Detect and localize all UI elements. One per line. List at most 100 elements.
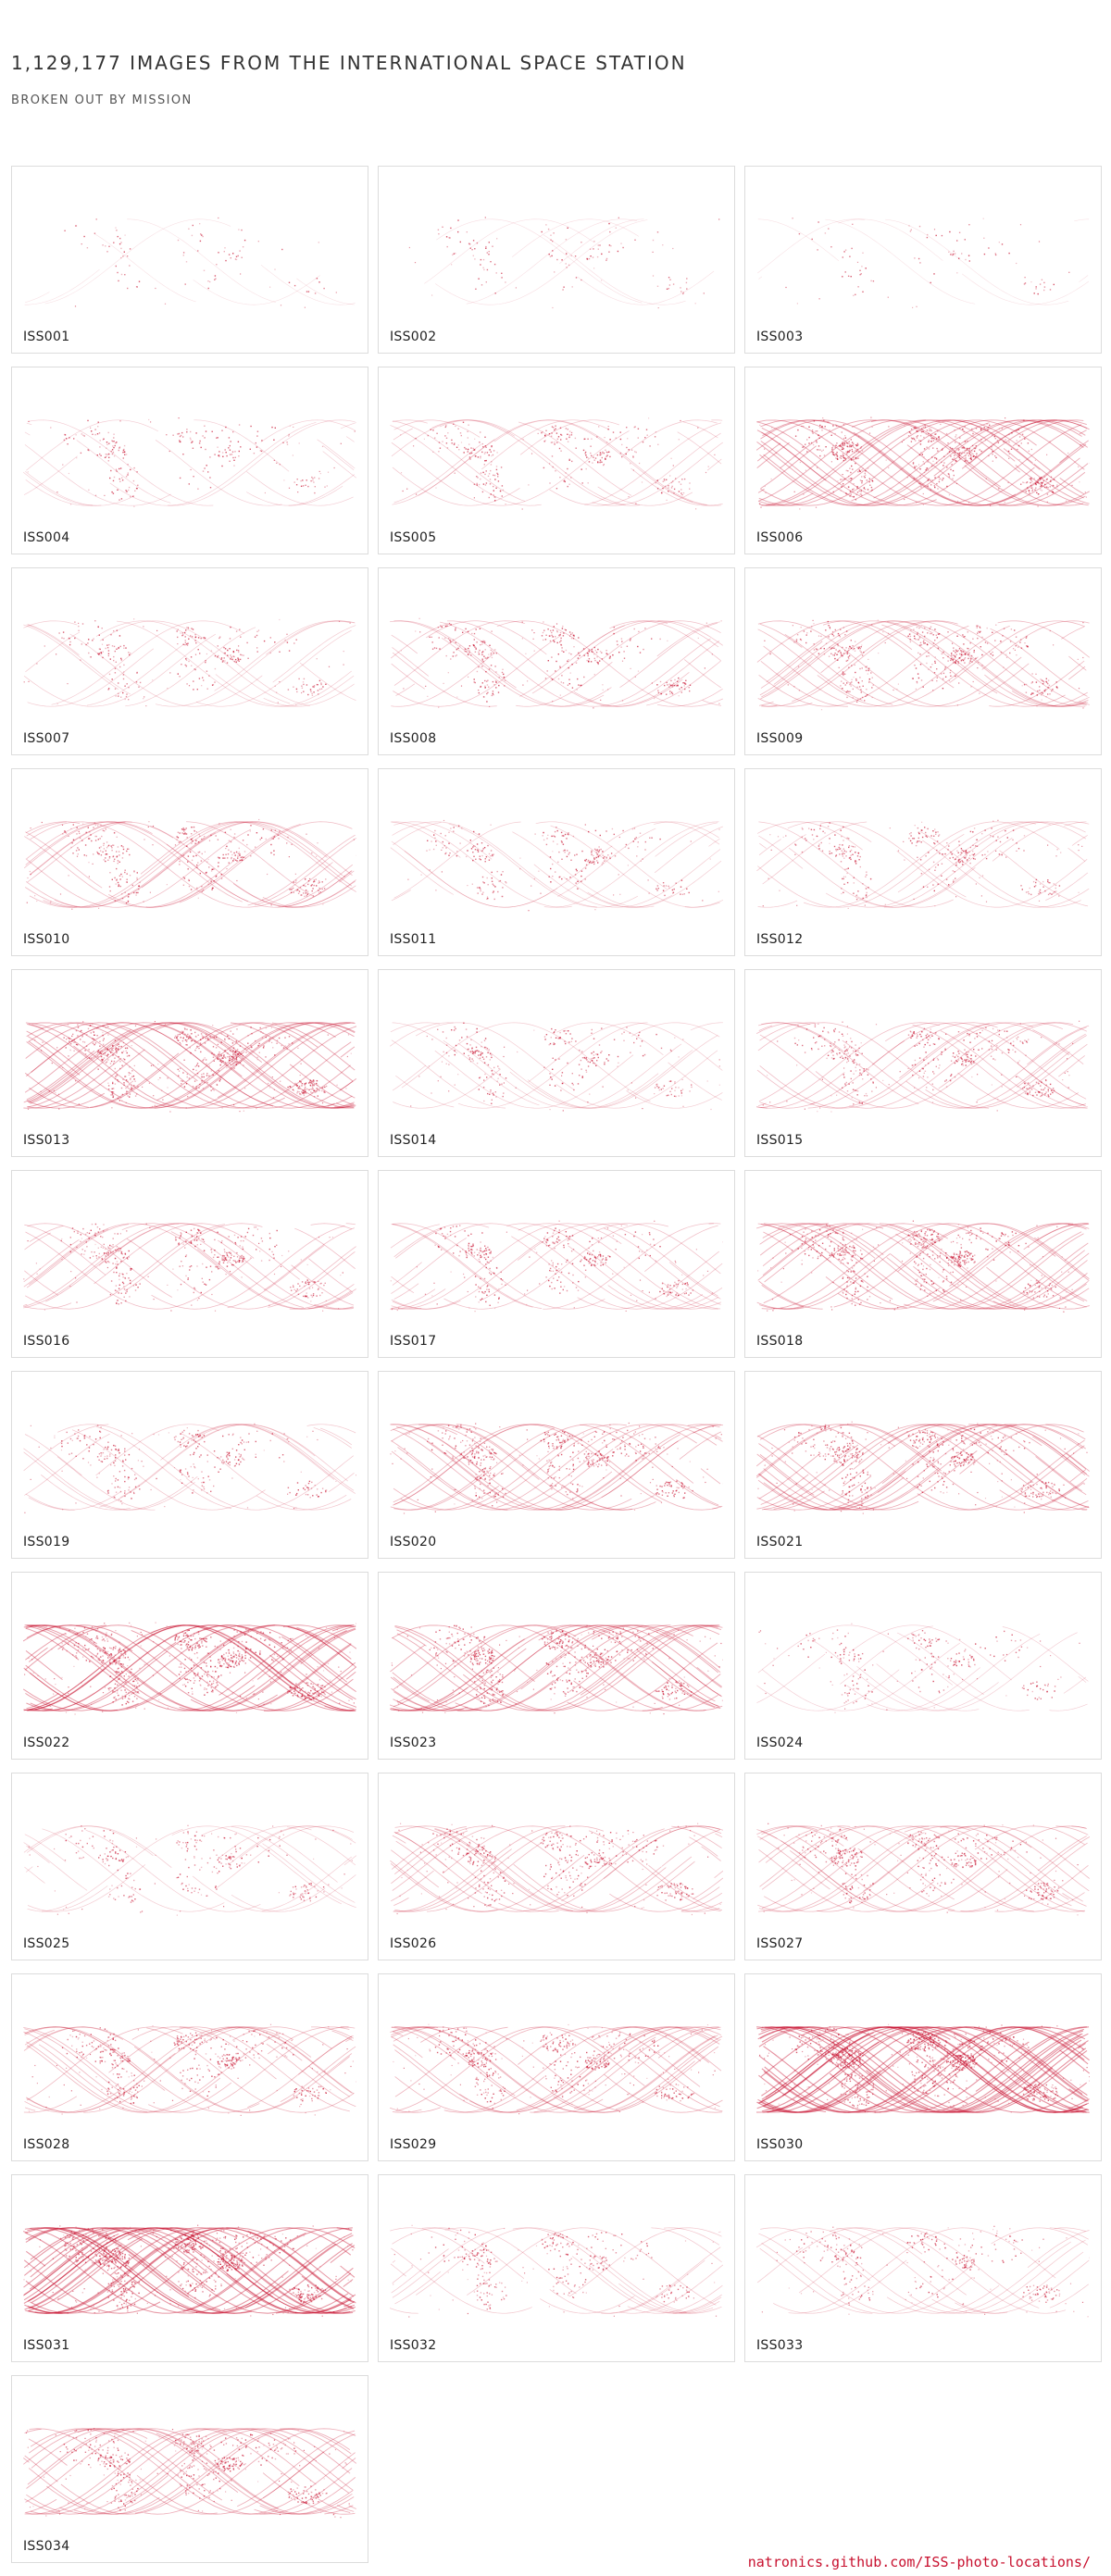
orbit-track bbox=[27, 620, 356, 707]
orbit-track bbox=[756, 1022, 1085, 1109]
orbit-track bbox=[496, 1424, 697, 1508]
orbit-track bbox=[757, 1424, 1087, 1511]
orbit-track bbox=[26, 1224, 354, 1310]
orbit-track bbox=[392, 1223, 718, 1310]
orbit-track bbox=[390, 821, 720, 895]
orbit-track bbox=[393, 1825, 721, 1912]
orbit-track bbox=[763, 1424, 1090, 1511]
orbit-track bbox=[759, 1424, 1085, 1511]
orbit-track bbox=[796, 2227, 923, 2256]
orbit-track bbox=[25, 2026, 355, 2113]
orbit-track bbox=[29, 821, 356, 908]
orbit-track bbox=[24, 1232, 356, 1308]
orbit-track bbox=[396, 1624, 722, 1711]
mission-photo-map bbox=[756, 814, 1090, 915]
orbit-track bbox=[876, 1663, 980, 1711]
orbit-track bbox=[25, 1424, 355, 1511]
orbit-track bbox=[1002, 1626, 1089, 1682]
orbit-track bbox=[881, 624, 1066, 707]
orbit-track bbox=[757, 2026, 1089, 2090]
orbit-track bbox=[433, 1638, 525, 1704]
orbit-track bbox=[393, 428, 723, 506]
mission-panel-iss007: ISS007 bbox=[11, 567, 368, 755]
orbit-track bbox=[757, 620, 1084, 707]
orbit-track bbox=[421, 2227, 525, 2279]
orbit-track bbox=[25, 821, 353, 903]
orbit-track bbox=[392, 1022, 723, 1054]
orbit-track bbox=[391, 2026, 721, 2110]
orbit-track bbox=[26, 1659, 356, 1711]
orbit-track bbox=[34, 2230, 195, 2314]
orbit-track bbox=[27, 1022, 355, 1109]
mission-panel-iss023: ISS023 bbox=[378, 1572, 735, 1760]
orbit-track bbox=[86, 644, 184, 706]
orbit-track bbox=[759, 620, 1086, 707]
orbit-track bbox=[761, 1223, 1087, 1310]
photo-location-plot bbox=[390, 1022, 723, 1112]
mission-photo-map bbox=[756, 1014, 1090, 1116]
orbit-track bbox=[23, 1264, 355, 1310]
orbit-track bbox=[394, 1825, 721, 1912]
mission-photo-map bbox=[23, 1215, 356, 1317]
orbit-track bbox=[390, 1836, 718, 1912]
orbit-track bbox=[23, 2428, 352, 2514]
photo-location-plot bbox=[23, 1622, 356, 1715]
orbit-track bbox=[29, 821, 356, 908]
orbit-track bbox=[761, 1642, 960, 1711]
orbit-track bbox=[762, 821, 1090, 908]
orbit-track bbox=[41, 2227, 270, 2314]
orbit-track bbox=[23, 821, 355, 883]
orbit-track bbox=[30, 1624, 356, 1711]
orbit-track bbox=[23, 2026, 349, 2113]
mission-panel-iss011: ISS011 bbox=[378, 768, 735, 956]
orbit-track bbox=[549, 2259, 705, 2314]
orbit-track bbox=[393, 620, 723, 707]
orbit-track bbox=[30, 2428, 356, 2515]
mission-label: ISS004 bbox=[23, 530, 70, 545]
photo-location-plot bbox=[23, 1423, 356, 1513]
orbit-track bbox=[867, 1667, 980, 1711]
orbit-track bbox=[23, 2026, 350, 2113]
mission-photo-map bbox=[390, 211, 723, 313]
orbit-track bbox=[390, 1022, 718, 1109]
orbit-track bbox=[431, 419, 640, 506]
orbit-track bbox=[840, 1625, 933, 1685]
orbit-track bbox=[391, 1223, 718, 1310]
mission-panel-iss008: ISS008 bbox=[378, 567, 735, 755]
orbit-track bbox=[390, 419, 718, 506]
orbit-track bbox=[393, 1825, 723, 1879]
mission-photo-map bbox=[390, 1215, 723, 1317]
mission-photo-map bbox=[23, 814, 356, 915]
mission-photo-map bbox=[756, 211, 1090, 313]
orbit-track bbox=[195, 1022, 318, 1050]
orbit-track bbox=[25, 1223, 355, 1310]
orbit-track bbox=[540, 2296, 635, 2314]
orbit-track bbox=[776, 2026, 929, 2109]
mission-label: ISS015 bbox=[756, 1133, 804, 1148]
orbit-track bbox=[24, 2026, 353, 2113]
orbit-track bbox=[71, 1429, 266, 1511]
orbit-track bbox=[227, 1245, 325, 1309]
orbit-track bbox=[393, 1424, 722, 1511]
orbit-track bbox=[759, 1825, 1088, 1912]
orbit-track bbox=[390, 2026, 716, 2113]
orbit-track bbox=[25, 2247, 355, 2314]
orbit-track bbox=[26, 2428, 355, 2515]
orbit-track bbox=[30, 1022, 356, 1109]
orbit-track bbox=[758, 1025, 1086, 1109]
orbit-track bbox=[25, 1223, 353, 1310]
orbit-track bbox=[393, 1624, 718, 1711]
orbit-track bbox=[759, 620, 1090, 670]
mission-label: ISS019 bbox=[23, 1535, 70, 1549]
orbit-track bbox=[391, 620, 721, 690]
orbit-track bbox=[45, 1223, 255, 1302]
orbit-track bbox=[758, 1825, 1087, 1912]
orbit-track bbox=[26, 419, 355, 506]
orbit-track bbox=[801, 2026, 968, 2105]
orbit-track bbox=[477, 1430, 595, 1508]
orbit-track bbox=[23, 633, 216, 707]
orbit-track bbox=[763, 1223, 1090, 1310]
orbit-track bbox=[131, 2026, 217, 2040]
orbit-track bbox=[817, 656, 979, 707]
project-link[interactable]: natronics.github.com/ISS-photo-locations… bbox=[747, 2554, 1091, 2570]
